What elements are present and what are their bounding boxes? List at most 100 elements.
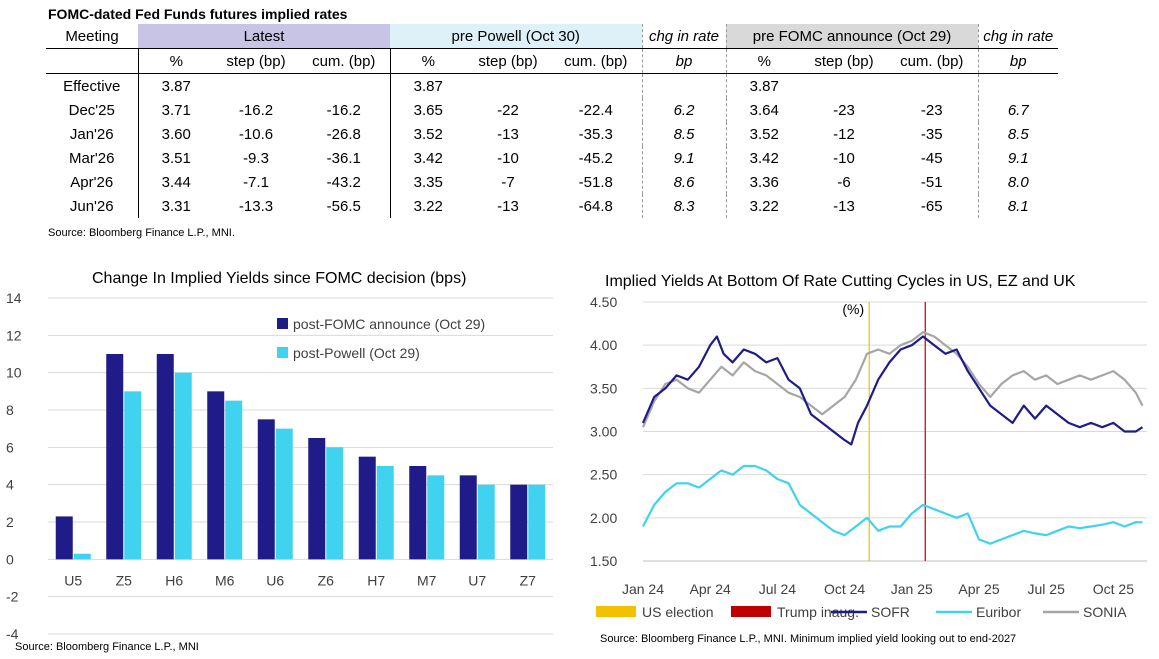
x-tick-label: Jul 25 — [1028, 581, 1066, 597]
value-cell: -23 — [920, 101, 943, 119]
value-cell: 3.65 — [389, 98, 466, 122]
value-cell: -35.3 — [578, 125, 613, 143]
value-cell — [641, 73, 726, 98]
table-row: Jan'26 3.60 -10.6 -26.8 3.52 -13 -35.3 8.5 3.52-… — [46, 122, 1058, 146]
y-tick-label: 4.00 — [590, 337, 617, 353]
value-cell: 3.52 — [725, 122, 802, 146]
value-cell: -16.2 — [238, 101, 274, 119]
sub-header-pct: % — [725, 48, 802, 74]
bar — [257, 419, 275, 560]
bar — [376, 466, 394, 560]
x-tick-label: Z6 — [318, 572, 335, 588]
value-cell: 3.51 — [137, 146, 214, 170]
value-cell: 8.5 — [977, 122, 1058, 146]
bar — [459, 475, 477, 560]
value-cell: -13.3 — [238, 197, 274, 215]
x-tick-label: Z5 — [116, 572, 133, 588]
series-line-sofr — [641, 335, 1144, 446]
x-tick-label: Jul 24 — [759, 581, 797, 597]
table-row: Apr'26 3.44 -7.1 -43.2 3.35 -7 -51.8 8.6 3.36 -6 -… — [46, 170, 1058, 194]
sub-header-pct: % — [389, 48, 466, 74]
bar — [156, 354, 174, 560]
y-tick-label: 2.00 — [590, 510, 617, 526]
table-header-groups: Meeting Latest pre Powell (Oct 30) chg i… — [46, 24, 1058, 49]
value-cell — [977, 73, 1058, 98]
group-header-powell: pre Powell (Oct 30) — [390, 24, 642, 49]
bar — [510, 484, 528, 560]
table-row: Effective 3.87 3.87 3.87 — [46, 73, 1058, 99]
value-cell: 3.31 — [137, 194, 214, 218]
value-cell: -45.2 — [578, 149, 613, 167]
bar — [73, 553, 91, 560]
bar — [275, 428, 293, 560]
bar — [106, 354, 124, 560]
sub-header-pct: % — [137, 48, 214, 74]
y-tick-label: 14 — [6, 290, 22, 306]
legend-swatch — [596, 606, 636, 617]
y-tick-label: 1.50 — [590, 553, 617, 569]
value-cell: -23 — [833, 101, 855, 119]
meeting-cell: Jan'26 — [69, 125, 114, 143]
y-tick-label: 4 — [6, 477, 14, 493]
value-cell: -35 — [920, 125, 943, 143]
meeting-cell: Apr'26 — [70, 173, 114, 191]
rates-table-section: FOMC-dated Fed Funds futures implied rat… — [0, 0, 1159, 245]
value-cell — [214, 74, 298, 99]
value-cell: -13 — [833, 197, 855, 215]
value-cell — [802, 74, 886, 99]
y-tick-label: 12 — [6, 327, 22, 343]
x-tick-label: Apr 24 — [690, 581, 731, 597]
line-chart: 4.50 4.00 3.50 3.00 2.50 2.00 1.50 Jan 24 Apr 24… — [590, 294, 1147, 620]
value-cell: 3.71 — [137, 98, 214, 122]
value-cell: -13 — [497, 125, 519, 143]
table-title: FOMC-dated Fed Funds futures implied rat… — [48, 6, 348, 22]
value-cell: -51.8 — [578, 173, 613, 191]
table-header-sub: % step (bp) cum. (bp) % step (bp) cum. (… — [46, 48, 1058, 74]
series-line-sonia — [641, 331, 1144, 428]
bar — [124, 391, 142, 560]
x-tick-label: M6 — [215, 572, 235, 588]
sub-header-step: step (bp) — [802, 48, 886, 74]
sub-header-bp: bp — [641, 48, 726, 74]
value-cell: 3.35 — [389, 170, 466, 194]
meeting-cell: Jun'26 — [69, 197, 114, 215]
value-cell: 3.44 — [137, 170, 214, 194]
sub-header-step: step (bp) — [466, 48, 550, 74]
y-tick-label: 2.50 — [590, 467, 617, 483]
value-cell: 6.2 — [641, 98, 726, 122]
legend-label: post-FOMC announce (Oct 29) — [293, 316, 485, 332]
x-tick-label: Apr 25 — [958, 581, 999, 597]
value-cell: 3.60 — [137, 122, 214, 146]
value-cell: -13 — [497, 197, 519, 215]
x-tick-label: Z7 — [520, 572, 537, 588]
value-cell — [298, 74, 390, 99]
value-cell: -36.1 — [326, 149, 361, 167]
bar — [409, 466, 427, 560]
y-tick-label: 4.50 — [590, 294, 617, 310]
value-cell: 3.87 — [389, 73, 466, 98]
bar-chart: 14 12 10 8 6 4 2 0 -2 -4 U5 Z5 H6 M6 U6 Z6 H7 M7 U7 Z7 post-… — [6, 290, 553, 642]
series-line-euribor — [642, 464, 1143, 545]
y-tick-label: 6 — [6, 439, 14, 455]
value-cell: -22.4 — [578, 101, 613, 119]
value-cell: 8.5 — [641, 122, 726, 146]
value-cell — [466, 74, 550, 99]
bar — [427, 475, 445, 560]
value-cell: -10 — [497, 149, 519, 167]
x-tick-label: Oct 25 — [1093, 581, 1134, 597]
value-cell: 3.36 — [725, 170, 802, 194]
value-cell: -43.2 — [326, 173, 361, 191]
sub-header-step: step (bp) — [214, 48, 298, 74]
sub-header-cum: cum. (bp) — [298, 48, 390, 74]
y-tick-label: 0 — [6, 551, 14, 567]
table-row: Jun'26 3.31 -13.3 -56.5 3.22 -13 -64.8 8.3 3.22-… — [46, 194, 1058, 218]
meeting-cell: Mar'26 — [69, 149, 115, 167]
value-cell: -16.2 — [326, 101, 361, 119]
value-cell — [886, 74, 978, 99]
rates-table: Meeting Latest pre Powell (Oct 30) chg i… — [46, 24, 1058, 218]
value-cell: -10 — [833, 149, 855, 167]
value-cell: 8.6 — [641, 170, 726, 194]
value-cell: -26.8 — [326, 125, 361, 143]
y-tick-label: -4 — [6, 626, 19, 642]
value-cell: 3.87 — [137, 73, 214, 98]
